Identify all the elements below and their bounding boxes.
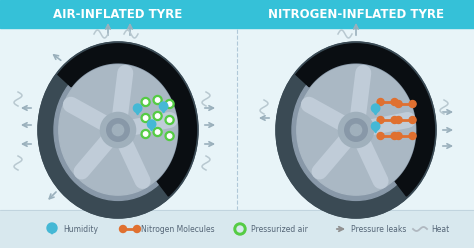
- Circle shape: [141, 114, 150, 123]
- Text: Nitrogen Molecules: Nitrogen Molecules: [141, 224, 215, 234]
- Circle shape: [372, 104, 380, 112]
- Polygon shape: [134, 108, 142, 115]
- Circle shape: [377, 132, 384, 139]
- Circle shape: [133, 104, 142, 112]
- Ellipse shape: [100, 112, 136, 148]
- Ellipse shape: [107, 119, 129, 141]
- Circle shape: [391, 98, 398, 105]
- Circle shape: [155, 98, 160, 102]
- Circle shape: [153, 95, 162, 104]
- Ellipse shape: [112, 124, 124, 136]
- Polygon shape: [372, 126, 380, 133]
- Circle shape: [144, 100, 148, 104]
- Circle shape: [167, 134, 172, 138]
- Circle shape: [391, 132, 398, 139]
- Circle shape: [159, 102, 168, 110]
- Circle shape: [237, 226, 243, 232]
- Circle shape: [409, 100, 416, 107]
- Circle shape: [155, 130, 160, 134]
- Polygon shape: [372, 108, 380, 115]
- Circle shape: [134, 225, 140, 233]
- Circle shape: [165, 116, 174, 124]
- Polygon shape: [160, 106, 167, 113]
- Text: NITROGEN-INFLATED TYRE: NITROGEN-INFLATED TYRE: [268, 7, 444, 21]
- Circle shape: [395, 100, 402, 107]
- Ellipse shape: [292, 60, 420, 200]
- Ellipse shape: [38, 42, 198, 218]
- Circle shape: [119, 225, 127, 233]
- Text: Humidity: Humidity: [63, 224, 98, 234]
- Bar: [0, 0, 474, 28]
- Ellipse shape: [276, 42, 436, 218]
- Ellipse shape: [276, 42, 436, 218]
- Ellipse shape: [345, 119, 367, 141]
- Text: Pressurized air: Pressurized air: [251, 224, 308, 234]
- Circle shape: [153, 127, 162, 136]
- Polygon shape: [296, 44, 434, 196]
- Circle shape: [377, 117, 384, 124]
- Circle shape: [141, 129, 150, 138]
- Circle shape: [47, 223, 57, 233]
- Circle shape: [234, 223, 246, 235]
- Circle shape: [167, 102, 172, 106]
- Circle shape: [144, 132, 148, 136]
- Circle shape: [372, 122, 380, 130]
- Text: Pressure leaks: Pressure leaks: [351, 224, 406, 234]
- Circle shape: [147, 120, 156, 128]
- Circle shape: [153, 112, 162, 121]
- Circle shape: [165, 131, 174, 141]
- Ellipse shape: [54, 60, 182, 200]
- Circle shape: [395, 117, 402, 124]
- Circle shape: [391, 117, 398, 124]
- Polygon shape: [58, 44, 196, 196]
- Polygon shape: [148, 124, 155, 131]
- Text: Heat: Heat: [431, 224, 449, 234]
- Circle shape: [409, 117, 416, 124]
- Ellipse shape: [338, 112, 374, 148]
- Ellipse shape: [59, 65, 177, 195]
- Circle shape: [144, 116, 148, 120]
- Ellipse shape: [38, 42, 198, 218]
- Circle shape: [155, 114, 160, 118]
- Circle shape: [409, 132, 416, 139]
- Text: AIR-INFLATED TYRE: AIR-INFLATED TYRE: [54, 7, 182, 21]
- Circle shape: [377, 98, 384, 105]
- Circle shape: [165, 99, 174, 109]
- Circle shape: [167, 118, 172, 122]
- Ellipse shape: [350, 124, 362, 136]
- Circle shape: [395, 132, 402, 139]
- Ellipse shape: [297, 65, 415, 195]
- Bar: [0, 210, 474, 248]
- Polygon shape: [48, 228, 55, 234]
- Circle shape: [141, 97, 150, 106]
